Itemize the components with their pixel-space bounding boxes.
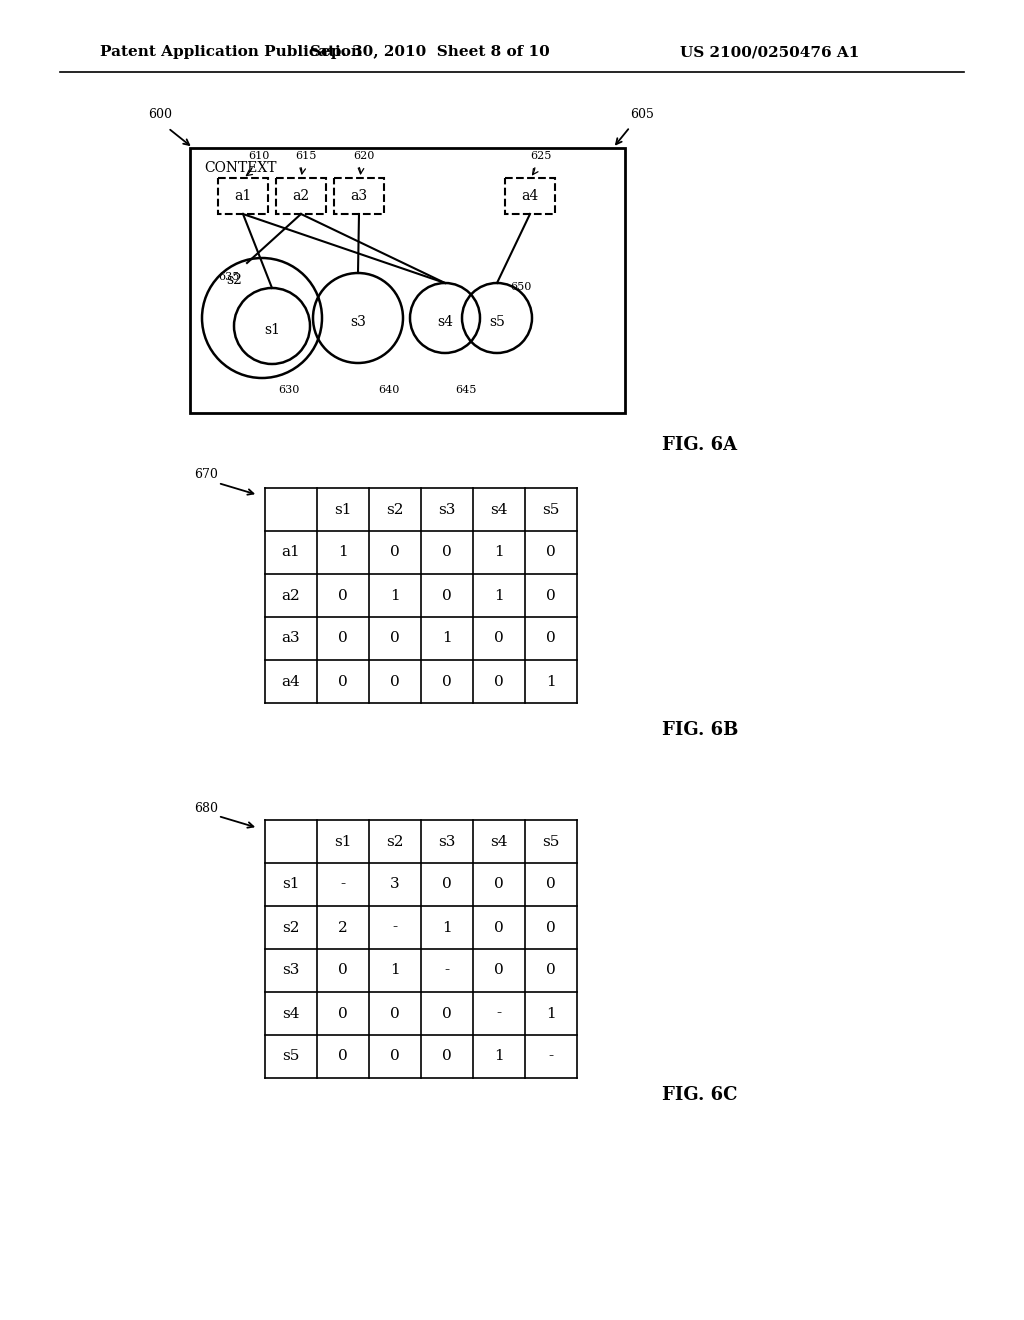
- Text: 3: 3: [390, 878, 399, 891]
- FancyBboxPatch shape: [505, 178, 555, 214]
- Text: 1: 1: [546, 1006, 556, 1020]
- Text: s4: s4: [490, 834, 508, 849]
- Text: s1: s1: [283, 878, 300, 891]
- Text: a3: a3: [282, 631, 300, 645]
- Text: 2: 2: [338, 920, 348, 935]
- Text: s1: s1: [334, 834, 352, 849]
- Text: s3: s3: [350, 315, 366, 329]
- Text: 0: 0: [442, 545, 452, 560]
- Text: 670: 670: [194, 469, 218, 482]
- Text: 1: 1: [546, 675, 556, 689]
- Text: FIG. 6B: FIG. 6B: [662, 721, 738, 739]
- Text: s5: s5: [543, 503, 560, 516]
- Text: 600: 600: [148, 108, 172, 121]
- Text: s4: s4: [283, 1006, 300, 1020]
- Text: a1: a1: [234, 189, 252, 203]
- Text: 0: 0: [338, 675, 348, 689]
- Text: -: -: [444, 964, 450, 978]
- Text: 0: 0: [390, 545, 400, 560]
- Text: 680: 680: [194, 801, 218, 814]
- Text: -: -: [340, 878, 345, 891]
- Text: 645: 645: [455, 385, 476, 395]
- Text: a2: a2: [282, 589, 300, 602]
- Text: 605: 605: [630, 108, 654, 121]
- Text: 630: 630: [278, 385, 299, 395]
- Text: s4: s4: [437, 315, 453, 329]
- Text: s2: s2: [386, 834, 403, 849]
- Text: 0: 0: [546, 964, 556, 978]
- Text: 1: 1: [442, 920, 452, 935]
- Text: s5: s5: [283, 1049, 300, 1064]
- Text: s5: s5: [543, 834, 560, 849]
- Text: s2: s2: [386, 503, 403, 516]
- Text: 1: 1: [442, 631, 452, 645]
- Text: 0: 0: [495, 920, 504, 935]
- Text: 1: 1: [390, 964, 400, 978]
- Text: s2: s2: [226, 273, 242, 286]
- Text: Sep. 30, 2010  Sheet 8 of 10: Sep. 30, 2010 Sheet 8 of 10: [310, 45, 550, 59]
- Text: a4: a4: [521, 189, 539, 203]
- Text: -: -: [497, 1006, 502, 1020]
- FancyBboxPatch shape: [276, 178, 326, 214]
- Text: FIG. 6C: FIG. 6C: [663, 1086, 737, 1104]
- Text: US 2100/0250476 A1: US 2100/0250476 A1: [680, 45, 859, 59]
- Text: 0: 0: [442, 878, 452, 891]
- Text: 0: 0: [338, 589, 348, 602]
- Text: s1: s1: [264, 323, 280, 337]
- FancyBboxPatch shape: [190, 148, 625, 413]
- Text: 1: 1: [338, 545, 348, 560]
- Text: 0: 0: [338, 964, 348, 978]
- Text: 0: 0: [442, 675, 452, 689]
- Text: a3: a3: [350, 189, 368, 203]
- Text: 0: 0: [442, 1049, 452, 1064]
- Text: 625: 625: [530, 150, 551, 161]
- Text: 0: 0: [495, 964, 504, 978]
- Text: -: -: [392, 920, 397, 935]
- Text: s1: s1: [334, 503, 352, 516]
- Text: -: -: [549, 1049, 554, 1064]
- Text: 0: 0: [338, 631, 348, 645]
- Text: 1: 1: [390, 589, 400, 602]
- FancyBboxPatch shape: [334, 178, 384, 214]
- Text: 0: 0: [495, 878, 504, 891]
- Text: 0: 0: [442, 1006, 452, 1020]
- Text: s2: s2: [283, 920, 300, 935]
- Text: 635: 635: [218, 272, 240, 282]
- Text: 0: 0: [495, 631, 504, 645]
- Text: CONTEXT: CONTEXT: [204, 161, 276, 176]
- Text: 1: 1: [495, 589, 504, 602]
- Text: 0: 0: [338, 1049, 348, 1064]
- Text: 0: 0: [442, 589, 452, 602]
- Text: 0: 0: [390, 631, 400, 645]
- Text: s3: s3: [438, 503, 456, 516]
- Text: 0: 0: [546, 878, 556, 891]
- Text: FIG. 6A: FIG. 6A: [663, 436, 737, 454]
- Text: 0: 0: [495, 675, 504, 689]
- Text: a1: a1: [282, 545, 300, 560]
- Text: 0: 0: [546, 545, 556, 560]
- Text: 1: 1: [495, 545, 504, 560]
- FancyBboxPatch shape: [218, 178, 268, 214]
- Text: a2: a2: [293, 189, 309, 203]
- Text: 615: 615: [295, 150, 316, 161]
- Text: s5: s5: [489, 315, 505, 329]
- Text: 650: 650: [510, 282, 531, 292]
- Text: 0: 0: [390, 1049, 400, 1064]
- Text: 640: 640: [378, 385, 399, 395]
- Text: s4: s4: [490, 503, 508, 516]
- Text: 0: 0: [546, 920, 556, 935]
- Text: s3: s3: [438, 834, 456, 849]
- Text: Patent Application Publication: Patent Application Publication: [100, 45, 362, 59]
- Text: 0: 0: [546, 631, 556, 645]
- Text: 610: 610: [248, 150, 269, 161]
- Text: 0: 0: [546, 589, 556, 602]
- Text: 1: 1: [495, 1049, 504, 1064]
- Text: 0: 0: [338, 1006, 348, 1020]
- Text: a4: a4: [282, 675, 300, 689]
- Text: 620: 620: [353, 150, 375, 161]
- Text: 0: 0: [390, 1006, 400, 1020]
- Text: 0: 0: [390, 675, 400, 689]
- Text: s3: s3: [283, 964, 300, 978]
